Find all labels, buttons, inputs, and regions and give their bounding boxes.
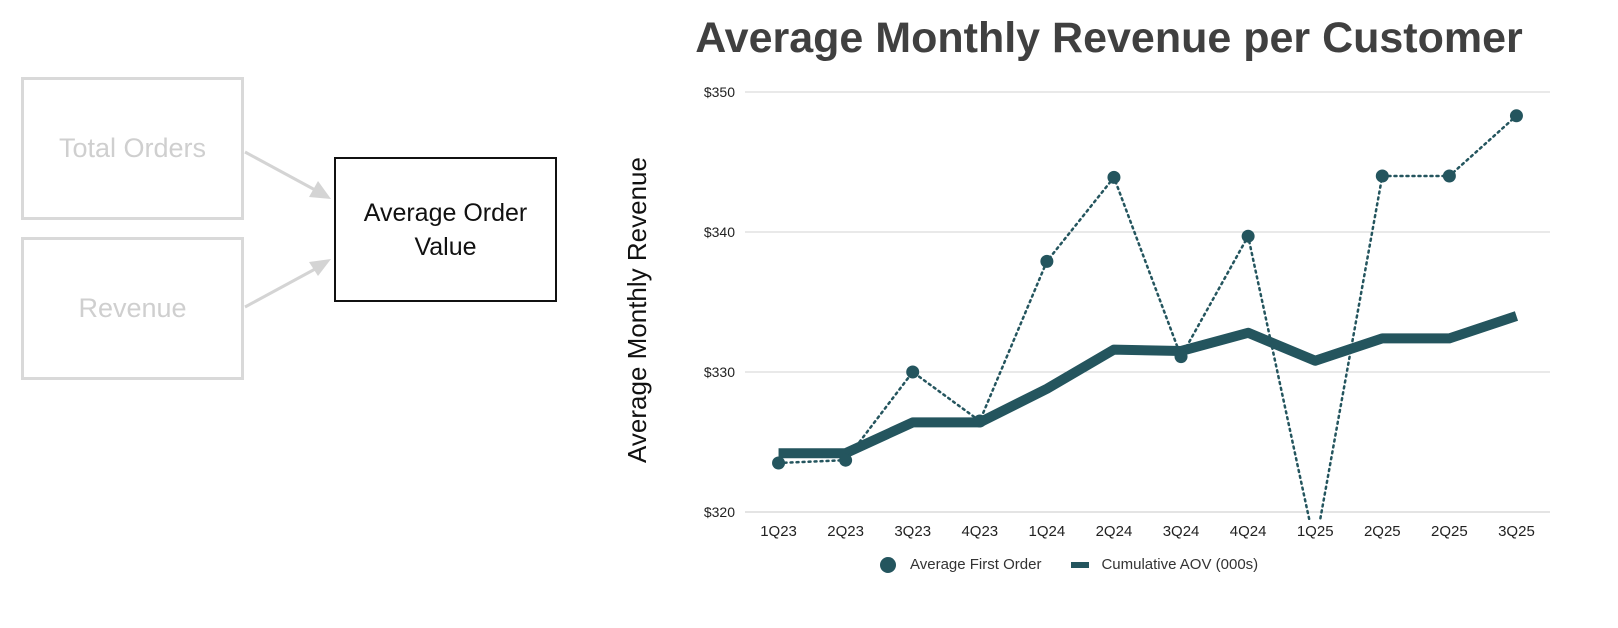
- point-average-first-order-4: [1040, 254, 1054, 268]
- x-tick-label-9: 2Q25: [1364, 523, 1401, 540]
- y-axis-label: Average Monthly Revenue: [622, 157, 652, 463]
- average-order-value-label-line1: Average Order: [363, 198, 528, 227]
- series-line-average-first-order: [777, 114, 1518, 520]
- x-tick-label-8: 1Q25: [1297, 523, 1334, 540]
- arrow-head-revenue: [309, 259, 331, 276]
- x-tick-label-7: 4Q24: [1230, 523, 1267, 540]
- y-tick-label-330: $330: [704, 364, 735, 380]
- point-average-first-order-7: [1241, 229, 1255, 243]
- point-average-first-order-1: [839, 453, 853, 467]
- x-tick-label-10: 2Q25: [1431, 523, 1468, 540]
- line-chart: $320 $330 $340 $350 Average Monthly Revenue 1…: [622, 84, 1550, 551]
- y-tick-label-350: $350: [704, 84, 735, 100]
- x-tick-label-4: 1Q24: [1029, 523, 1066, 540]
- y-tick-label-340: $340: [704, 224, 735, 240]
- point-average-first-order-8: [1309, 541, 1322, 551]
- point-average-first-order-5: [1107, 170, 1121, 184]
- chart-legend: Average First Order Cumulative AOV (000s…: [880, 556, 1258, 573]
- point-average-first-order-11: [1509, 109, 1523, 123]
- arrow-revenue-to-aov: [244, 266, 318, 309]
- point-average-first-order-6: [1174, 350, 1188, 364]
- series-line-cumulative-aov: [778, 311, 1519, 459]
- average-order-value-label-line2: Value: [414, 232, 477, 261]
- point-average-first-order-2: [906, 365, 920, 379]
- y-tick-label-320: $320: [704, 504, 735, 520]
- total-orders-label: Total Orders: [58, 133, 207, 163]
- average-order-value-box: Average Order Value: [334, 157, 557, 302]
- legend-label-average-first-order: Average First Order: [910, 556, 1042, 573]
- point-average-first-order-10: [1442, 169, 1456, 183]
- x-tick-label-2: 3Q23: [894, 523, 931, 540]
- point-average-first-order-0: [772, 456, 786, 470]
- total-orders-box: Total Orders: [21, 77, 244, 220]
- point-average-first-order-3: [973, 414, 987, 428]
- x-tick-label-1: 2Q23: [827, 523, 864, 540]
- revenue-label: Revenue: [78, 293, 187, 323]
- diagram-arrows: [244, 150, 331, 309]
- plot-series-group: [772, 109, 1523, 551]
- arrow-head-total-orders: [309, 181, 331, 199]
- x-tick-label-5: 2Q24: [1096, 523, 1133, 540]
- legend-marker-cumulative-aov: [1071, 561, 1090, 568]
- arrow-total-orders-to-aov: [244, 150, 318, 193]
- chart-title: Average Monthly Revenue per Customer: [695, 14, 1523, 62]
- x-tick-label-3: 4Q23: [961, 523, 998, 540]
- legend-label-cumulative-aov: Cumulative AOV (000s): [1101, 556, 1259, 573]
- x-tick-label-6: 3Q24: [1163, 523, 1200, 540]
- legend-marker-average-first-order: [880, 556, 896, 573]
- x-tick-label-11: 3Q25: [1498, 523, 1535, 540]
- revenue-box: Revenue: [21, 237, 244, 380]
- x-tick-label-0: 1Q23: [760, 523, 797, 540]
- point-average-first-order-9: [1375, 169, 1389, 183]
